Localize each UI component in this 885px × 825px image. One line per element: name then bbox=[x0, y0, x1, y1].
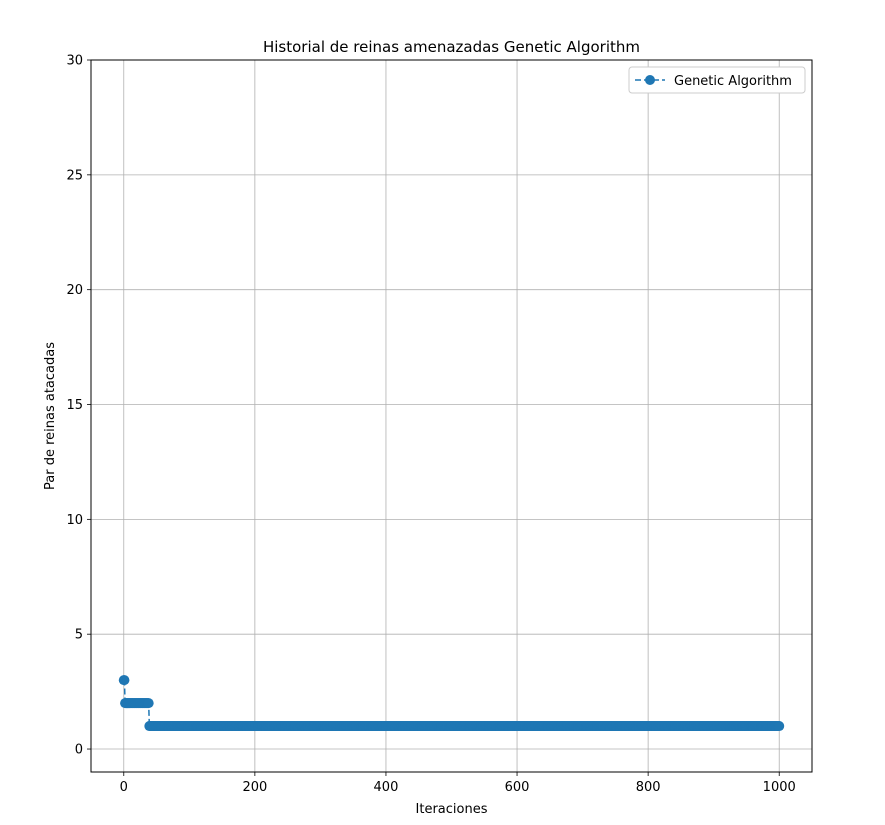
grid bbox=[91, 59, 812, 772]
x-tick-label: 1000 bbox=[763, 780, 796, 795]
chart-title: Historial de reinas amenazadas Genetic A… bbox=[263, 38, 640, 56]
y-tick-label: 25 bbox=[66, 168, 83, 183]
axes-frame bbox=[90, 59, 813, 773]
y-tick-label: 30 bbox=[66, 54, 83, 69]
data-point bbox=[143, 698, 154, 709]
x-tick-label: 600 bbox=[505, 780, 530, 795]
plot-area bbox=[118, 675, 785, 732]
axis-ticks: 0 200 400 600 800 1000 0 5 10 15 20 25 30 bbox=[66, 54, 795, 796]
x-tick-label: 400 bbox=[374, 780, 399, 795]
x-axis-label: Iteraciones bbox=[416, 802, 488, 817]
data-point bbox=[119, 675, 130, 686]
legend-label: Genetic Algorithm bbox=[674, 74, 792, 89]
y-tick-label: 5 bbox=[75, 628, 83, 643]
x-tick-label: 200 bbox=[242, 780, 267, 795]
x-tick-label: 0 bbox=[120, 780, 128, 795]
y-tick-label: 15 bbox=[66, 398, 83, 413]
y-tick-label: 20 bbox=[66, 283, 83, 298]
legend: Genetic Algorithm bbox=[628, 66, 806, 94]
y-tick-label: 10 bbox=[66, 513, 83, 528]
legend-marker-sample bbox=[645, 75, 655, 85]
data-point bbox=[774, 721, 785, 732]
y-axis-label: Par de reinas atacadas bbox=[43, 342, 58, 490]
legend-box bbox=[628, 66, 806, 94]
y-tick-label: 0 bbox=[75, 743, 83, 758]
x-tick-label: 800 bbox=[636, 780, 661, 795]
